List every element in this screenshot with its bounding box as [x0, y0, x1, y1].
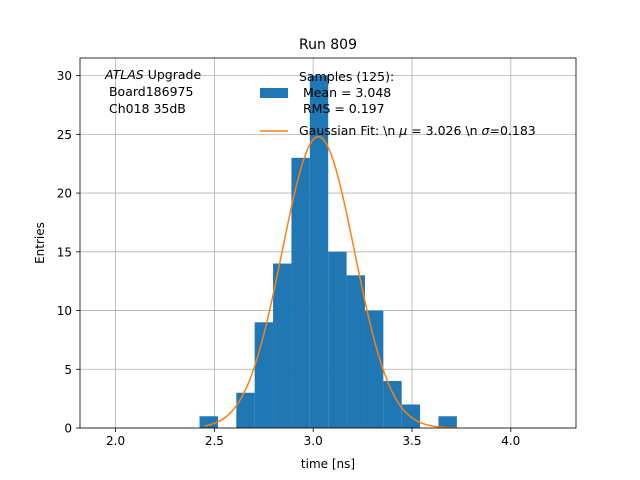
chart-title: Run 809	[299, 37, 357, 53]
y-tick-label: 0	[64, 422, 72, 436]
x-tick-label: 4.0	[501, 434, 520, 448]
histogram-bar	[438, 416, 457, 428]
x-tick-label: 3.5	[402, 434, 421, 448]
histogram-bar	[291, 157, 310, 429]
x-tick-label: 3.0	[304, 434, 323, 448]
x-tick-label: 2.5	[205, 434, 224, 448]
annotation-line-2: Board186975	[105, 84, 193, 99]
y-tick-label: 25	[57, 128, 72, 142]
atlas-annotation: ATLAS Upgrade Board186975 Ch018 35dB	[104, 67, 201, 116]
legend-fit-mu-value: = 3.026 \n	[407, 123, 481, 138]
histogram-bar	[383, 381, 402, 428]
legend-histogram-line-3: RMS = 0.197	[299, 101, 385, 116]
y-tick-label: 10	[57, 304, 72, 318]
histogram-bar	[273, 263, 292, 428]
y-tick-label: 20	[57, 187, 72, 201]
legend-fit-sigma-value: =0.183	[489, 123, 535, 138]
x-axis-label: time [ns]	[301, 457, 355, 471]
gaussian-fit-curve	[204, 135, 458, 429]
histogram-bar	[236, 392, 255, 428]
y-axis-label: Entries	[33, 222, 47, 264]
annotation-upgrade: Upgrade	[144, 67, 202, 82]
histogram-bar	[199, 416, 218, 428]
legend-histogram-line-2: Mean = 3.048	[299, 85, 391, 100]
annotation-atlas: ATLAS	[104, 67, 144, 82]
axes-frame	[79, 57, 577, 429]
histogram-bar	[346, 275, 365, 428]
x-axis-ticks: 2.0 2.5 3.0 3.5 4.0	[106, 428, 520, 448]
legend-fit-mu-symbol: μ	[398, 123, 407, 138]
y-tick-label: 5	[64, 363, 72, 377]
histogram-bar	[364, 310, 384, 428]
annotation-line-1: ATLAS Upgrade	[104, 67, 201, 82]
legend-histogram-swatch	[260, 88, 288, 98]
histogram-bar	[309, 75, 329, 428]
legend-fit-sigma-symbol: σ	[482, 123, 491, 138]
histogram-bar	[254, 322, 274, 428]
legend-fit-label: Gaussian Fit: \n μ = 3.026 \n σ=0.183	[299, 123, 536, 138]
x-tick-label: 2.0	[106, 434, 125, 448]
y-axis-ticks: 0 5 10 15 20 25 30	[57, 69, 80, 436]
legend: Samples (125): Mean = 3.048 RMS = 0.197 …	[260, 69, 536, 138]
y-tick-label: 30	[57, 69, 72, 83]
legend-fit-prefix: Gaussian Fit: \n	[299, 123, 399, 138]
histogram-bar	[328, 251, 347, 428]
annotation-line-3: Ch018 35dB	[105, 101, 186, 116]
y-tick-label: 15	[57, 245, 72, 259]
legend-histogram-line-1: Samples (125):	[299, 69, 394, 84]
